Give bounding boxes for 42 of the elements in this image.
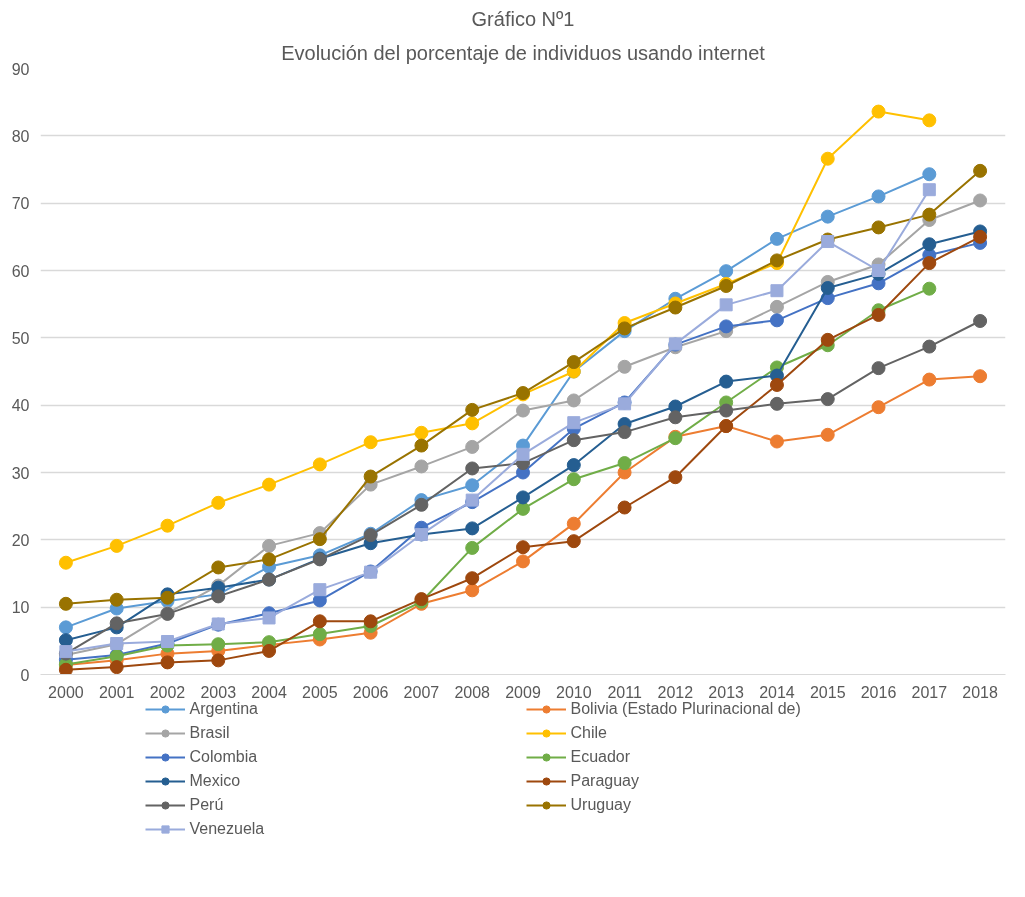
y-tick-label: 30 <box>11 464 30 482</box>
y-tick-label: 90 <box>11 60 30 78</box>
x-tick-label: 2005 <box>302 683 338 701</box>
y-tick-label: 10 <box>11 599 30 617</box>
x-tick-label: 2003 <box>200 683 237 701</box>
legend-label: Perú <box>189 796 225 814</box>
x-tick-label: 2007 <box>403 683 440 701</box>
y-tick-label: 50 <box>11 329 30 347</box>
y-tick-label: 0 <box>20 666 30 684</box>
x-tick-label: 2015 <box>809 683 846 701</box>
legend-label: Brasil <box>189 724 231 742</box>
legend-label: Chile <box>570 724 608 742</box>
chart-title: Gráfico Nº1 <box>471 7 575 30</box>
y-tick-label: 20 <box>11 531 30 549</box>
legend-label: Uruguay <box>570 796 632 814</box>
y-tick-label: 70 <box>11 195 30 213</box>
x-tick-label: 2013 <box>708 683 745 701</box>
legend-label: Argentina <box>189 700 259 718</box>
legend-label: Colombia <box>189 748 259 766</box>
x-tick-label: 2012 <box>657 683 694 701</box>
x-tick-label: 2001 <box>98 683 135 701</box>
legend-label: Paraguay <box>570 772 640 790</box>
x-tick-label: 2000 <box>48 683 84 701</box>
x-tick-label: 2008 <box>454 683 491 701</box>
y-tick-label: 40 <box>11 397 30 415</box>
x-tick-label: 2002 <box>149 683 186 701</box>
x-tick-label: 2010 <box>555 683 592 701</box>
legend-label: Venezuela <box>189 820 266 838</box>
x-tick-label: 2016 <box>860 683 897 701</box>
legend-label: Ecuador <box>570 748 632 766</box>
x-tick-label: 2018 <box>962 683 998 701</box>
legend-label: Bolivia (Estado Plurinacional de) <box>570 700 802 718</box>
legend-label: Mexico <box>189 772 242 790</box>
x-tick-label: 2009 <box>505 683 541 701</box>
x-tick-label: 2017 <box>911 683 948 701</box>
x-tick-label: 2006 <box>352 683 389 701</box>
x-tick-label: 2004 <box>251 683 287 701</box>
chart-subtitle: Evolución del porcentaje de individuos usando internet <box>281 41 766 64</box>
x-tick-label: 2011 <box>607 683 642 701</box>
y-tick-label: 80 <box>11 127 30 145</box>
y-tick-label: 60 <box>11 262 30 280</box>
x-tick-label: 2014 <box>759 683 795 701</box>
